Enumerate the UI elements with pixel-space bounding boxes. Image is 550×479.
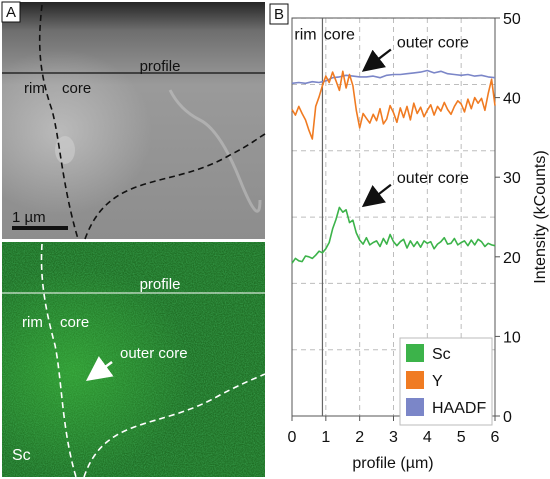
haadf-rim-label: rim [24,80,45,97]
x-tick-label-0: 0 [288,429,297,446]
annotation-0: rim [294,26,316,43]
series-line-sc [291,206,496,264]
y-tick-label-1: 10 [503,329,521,346]
x-tick-label-2: 2 [355,429,364,446]
chart-legend: Sc Y HAADF [399,337,493,426]
haadf-profile-label: profile [140,58,181,75]
sc-rim-core-boundary-line [40,243,77,478]
chart-annotations: rim core outer core outer core [294,26,469,208]
annotation-1: core [324,26,355,43]
sc-core-label: core [60,314,89,331]
x-tick-label-6: 6 [491,429,500,446]
scalebar-label: 1 µm [12,209,46,226]
x-axis-label: profile (µm) [352,455,433,472]
y-axis-label: Intensity (kCounts) [532,150,549,283]
x-tick-label-1: 1 [321,429,330,446]
annotation-arrow-3 [361,183,392,208]
sc-map-panel: profile rim core outer core Sc [2,242,266,478]
y-tick-label-0: 0 [503,409,512,426]
sc-outer-core-arrow [85,356,114,381]
outer-core-boundary-line [84,133,266,240]
series-line-y [291,70,496,140]
annotation-3: outer core [397,170,469,187]
x-tick-label-4: 4 [423,429,432,446]
sc-element-label: Sc [12,447,31,464]
x-tick-label-5: 5 [457,429,466,446]
series-line-haadf [291,69,496,85]
haadf-core-label: core [62,80,91,97]
chart-series [291,69,496,264]
legend-label-y: Y [432,373,443,390]
sc-rim-label: rim [22,314,43,331]
x-tick-label-3: 3 [389,429,398,446]
y-tick-label-5: 50 [503,11,521,28]
legend-label-haadf: HAADF [432,400,486,417]
legend-swatch-y [406,371,424,389]
rim-core-boundary-line [38,4,79,240]
panel-a-label: A [6,4,16,21]
annotation-2: outer core [397,34,469,51]
panel-b-label: B [274,6,284,23]
y-tick-label-2: 20 [503,250,521,267]
y-tick-label-3: 30 [503,170,521,187]
legend-label-sc: Sc [432,346,451,363]
haadf-image-panel: A profile rim core 1 µm [1,1,266,240]
sc-profile-label: profile [140,276,181,293]
legend-swatch-haadf [406,398,424,416]
sc-outer-core-label: outer core [120,345,188,362]
legend-swatch-sc [406,344,424,362]
annotation-arrow-2 [361,48,392,72]
sc-outer-core-boundary-line [83,373,266,478]
y-tick-label-4: 40 [503,91,521,108]
